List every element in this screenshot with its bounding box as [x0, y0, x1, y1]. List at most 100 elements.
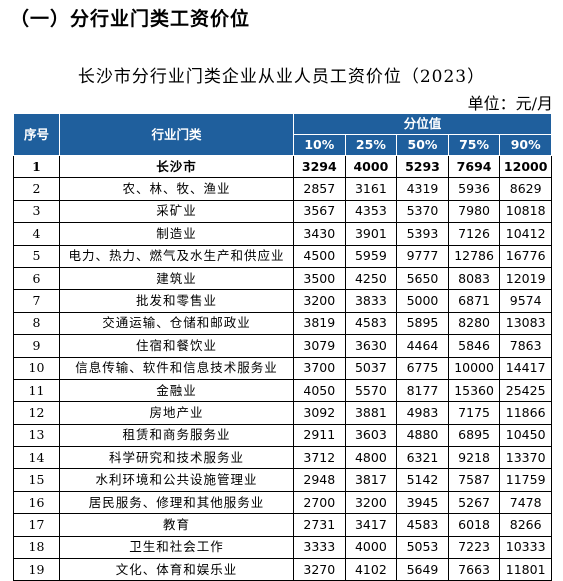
- section-title: （一）分行业门类工资价位: [10, 8, 251, 30]
- row-value: 3630: [344, 334, 398, 358]
- row-value: 8629: [499, 177, 552, 201]
- row-value: 4000: [344, 535, 398, 560]
- row-value: 4880: [396, 423, 449, 448]
- row-value: 3161: [344, 177, 398, 201]
- row-industry: 水利环境和公共设施管理业: [59, 468, 294, 492]
- row-value: 5570: [344, 378, 398, 403]
- row-industry: 电力、热力、燃气及水生产和供应业: [59, 244, 294, 268]
- row-index: 7: [13, 289, 60, 313]
- row-value: 3333: [293, 535, 346, 560]
- row-value: 3430: [293, 222, 346, 246]
- row-industry: 信息传输、软件和信息技术服务业: [59, 356, 294, 380]
- row-value: 4583: [344, 311, 398, 336]
- row-value: 4250: [344, 266, 398, 291]
- row-index: 1: [13, 154, 60, 179]
- row-value: 7478: [499, 490, 552, 515]
- header-p10: 10%: [293, 134, 346, 156]
- row-value: 3079: [293, 334, 346, 358]
- row-index: 15: [13, 468, 60, 492]
- row-value: 7175: [447, 401, 501, 425]
- row-industry: 住宿和餐饮业: [59, 334, 294, 358]
- row-index: 4: [13, 222, 60, 246]
- row-value: 2948: [293, 468, 346, 492]
- row-value: 6775: [396, 356, 449, 380]
- table-title: 长沙市分行业门类企业从业人员工资价位（2023）: [77, 67, 486, 87]
- row-index: 2: [13, 177, 60, 201]
- row-industry: 金融业: [59, 378, 294, 403]
- row-index: 19: [13, 558, 60, 581]
- row-value: 10412: [499, 222, 552, 246]
- row-industry: 批发和零售业: [59, 289, 294, 313]
- row-value: 2911: [293, 423, 346, 448]
- table-row: 19 文化、体育和娱乐业 3270 4102 5649 7663 11801: [13, 558, 552, 581]
- row-value: 4000: [344, 154, 398, 179]
- row-value: 14417: [499, 356, 552, 380]
- row-value: 7126: [447, 222, 501, 246]
- table-row: 10 信息传输、软件和信息技术服务业 3700 5037 6775 10000 14417: [13, 356, 552, 380]
- row-index: 16: [13, 490, 60, 515]
- row-value: 13083: [499, 311, 552, 336]
- row-value: 11866: [499, 401, 552, 425]
- row-value: 6321: [396, 446, 449, 470]
- row-value: 5000: [396, 289, 449, 313]
- row-value: 8083: [447, 266, 501, 291]
- row-value: 3200: [344, 490, 398, 515]
- table-row: 2 农、林、牧、渔业 2857 3161 4319 5936 8629: [13, 177, 552, 201]
- table-row: 8 交通运输、仓储和邮政业 3819 4583 5895 8280 13083: [13, 311, 552, 336]
- row-index: 13: [13, 423, 60, 448]
- table-row: 11 金融业 4050 5570 8177 15360 25425: [13, 378, 552, 403]
- row-value: 3817: [344, 468, 398, 492]
- row-value: 4050: [293, 378, 346, 403]
- row-industry: 房地产业: [59, 401, 294, 425]
- row-index: 18: [13, 535, 60, 560]
- row-value: 5053: [396, 535, 449, 560]
- row-value: 3819: [293, 311, 346, 336]
- row-value: 3270: [293, 558, 346, 581]
- row-value: 4800: [344, 446, 398, 470]
- row-value: 3200: [293, 289, 346, 313]
- row-value: 3294: [293, 154, 346, 179]
- row-value: 10333: [499, 535, 552, 560]
- row-value: 2731: [293, 513, 346, 537]
- row-index: 12: [13, 401, 60, 425]
- row-index: 3: [13, 199, 60, 224]
- header-p50: 50%: [396, 134, 449, 156]
- row-value: 3500: [293, 266, 346, 291]
- row-index: 5: [13, 244, 60, 268]
- row-value: 3700: [293, 356, 346, 380]
- wage-table: 序号 行业门类 分位值 10% 25% 50% 75% 90% 1 长沙市 3294…: [13, 113, 552, 581]
- row-value: 8266: [499, 513, 552, 537]
- row-value: 5393: [396, 222, 449, 246]
- row-value: 7663: [447, 558, 501, 581]
- row-value: 13370: [499, 446, 552, 470]
- row-value: 9574: [499, 289, 552, 313]
- table-row: 5 电力、热力、燃气及水生产和供应业 4500 5959 9777 12786 16776: [13, 244, 552, 268]
- row-value: 9777: [396, 244, 449, 268]
- row-value: 5267: [447, 490, 501, 515]
- row-value: 5846: [447, 334, 501, 358]
- row-value: 3092: [293, 401, 346, 425]
- table-row: 16 居民服务、修理和其他服务业 2700 3200 3945 5267 7478: [13, 490, 552, 515]
- row-value: 5895: [396, 311, 449, 336]
- unit-label: 单位：元/月: [467, 94, 553, 113]
- row-industry: 卫生和社会工作: [59, 535, 294, 560]
- table-row: 12 房地产业 3092 3881 4983 7175 11866: [13, 401, 552, 425]
- header-industry: 行业门类: [59, 113, 294, 156]
- row-value: 7694: [447, 154, 501, 179]
- table-row: 7 批发和零售业 3200 3833 5000 6871 9574: [13, 289, 552, 313]
- row-industry: 采矿业: [59, 199, 294, 224]
- row-value: 10000: [447, 356, 501, 380]
- table-row: 13 租赁和商务服务业 2911 3603 4880 6895 10450: [13, 423, 552, 448]
- table-row: 9 住宿和餐饮业 3079 3630 4464 5846 7863: [13, 334, 552, 358]
- row-value: 3833: [344, 289, 398, 313]
- row-value: 4353: [344, 199, 398, 224]
- row-index: 9: [13, 334, 60, 358]
- row-value: 7863: [499, 334, 552, 358]
- row-value: 5650: [396, 266, 449, 291]
- row-value: 10818: [499, 199, 552, 224]
- row-value: 5959: [344, 244, 398, 268]
- header-p90: 90%: [499, 134, 552, 156]
- row-value: 4319: [396, 177, 449, 201]
- row-industry: 建筑业: [59, 266, 294, 291]
- header-index: 序号: [13, 113, 60, 156]
